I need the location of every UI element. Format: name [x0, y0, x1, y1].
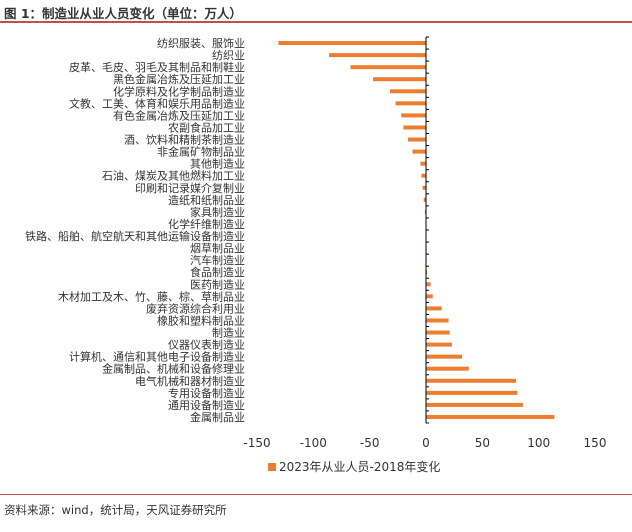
category-label: 专用设备制造业 [168, 386, 245, 400]
category-label: 木材加工及木、竹、藤、棕、草制品业 [58, 289, 245, 303]
category-label: 印刷和记录媒介复制业 [135, 181, 245, 195]
bar [401, 113, 426, 118]
category-label: 食品制造业 [190, 265, 245, 279]
bar [420, 161, 426, 166]
x-tick-label: 150 [584, 436, 607, 450]
source-note: 资料来源：wind，统计局，天风证券研究所 [4, 503, 227, 517]
category-label: 石油、煤炭及其他燃料加工业 [102, 169, 245, 183]
bar [423, 197, 426, 202]
category-label: 农副食品加工业 [168, 120, 245, 134]
x-tick-label: 100 [527, 436, 550, 450]
bar [389, 89, 426, 94]
bar [426, 378, 517, 383]
bar [426, 402, 523, 407]
category-label: 医药制造业 [190, 277, 245, 291]
category-label: 铁路、船舶、航空航天和其他运输设备制造业 [25, 229, 245, 243]
category-label: 非金属矿物制品业 [157, 145, 245, 159]
category-label: 纺织业 [212, 48, 245, 62]
category-label: 金属制品、机械和设备修理业 [102, 362, 245, 376]
bar [395, 101, 426, 106]
bar [329, 53, 426, 58]
bar-chart: 纺织服装、服饰业纺织业皮革、毛皮、羽毛及其制品和制鞋业黑色金属冶炼及压延加工业化… [25, 36, 607, 474]
legend-swatch [268, 463, 276, 471]
bar [421, 173, 426, 178]
bar [426, 306, 442, 311]
bar [426, 294, 433, 299]
legend-label: 2023年从业人员-2018年变化 [279, 459, 440, 474]
bar [403, 125, 426, 130]
x-tick-label: -100 [300, 436, 327, 450]
bar [412, 149, 426, 154]
category-label: 化学纤维制造业 [168, 217, 245, 231]
category-label: 计算机、通信和其他电子设备制造业 [69, 350, 245, 364]
bar [426, 330, 450, 335]
category-label: 金属制品业 [190, 410, 245, 424]
bar [426, 390, 518, 395]
bottom-rule [0, 494, 632, 495]
category-label: 通用设备制造业 [168, 398, 245, 412]
bar [426, 366, 469, 371]
bar [426, 342, 452, 347]
category-label: 有色金属冶炼及压延加工业 [113, 108, 245, 122]
category-label: 汽车制造业 [190, 253, 245, 267]
bar [426, 318, 449, 323]
x-tick-label: -150 [243, 436, 270, 450]
category-label: 黑色金属冶炼及压延加工业 [113, 72, 245, 86]
category-label: 仪器仪表制造业 [168, 338, 245, 352]
category-label: 废弃资源综合利用业 [146, 301, 245, 315]
bar [278, 41, 426, 46]
bar [350, 65, 426, 70]
x-tick-label: 0 [422, 436, 430, 450]
x-tick-label: -50 [360, 436, 380, 450]
category-label: 其他制造业 [190, 157, 245, 171]
bar [424, 209, 426, 214]
bar [426, 354, 463, 359]
figure-title: 图 1：制造业从业人员变化（单位：万人） [4, 6, 243, 21]
category-label: 造纸和纸制品业 [168, 193, 245, 207]
category-label: 酒、饮料和精制茶制造业 [124, 133, 245, 147]
top-rule [0, 21, 632, 23]
bar [426, 270, 428, 275]
bar [422, 185, 426, 190]
category-label: 文教、工美、体育和娱乐用品制造业 [69, 96, 245, 110]
category-label: 纺织服装、服饰业 [157, 36, 245, 50]
bar [426, 282, 431, 287]
bar [407, 137, 426, 142]
category-label: 烟草制品业 [190, 241, 245, 255]
category-label: 制造业 [212, 326, 245, 340]
category-label: 橡胶和塑料制品业 [157, 313, 245, 327]
category-label: 化学原料及化学制品制造业 [113, 84, 245, 98]
bar [426, 414, 555, 419]
category-label: 皮革、毛皮、羽毛及其制品和制鞋业 [69, 60, 245, 74]
category-label: 家具制造业 [190, 205, 245, 219]
x-tick-label: 50 [475, 436, 490, 450]
bar [373, 77, 426, 82]
category-label: 电气机械和器材制造业 [135, 374, 245, 388]
